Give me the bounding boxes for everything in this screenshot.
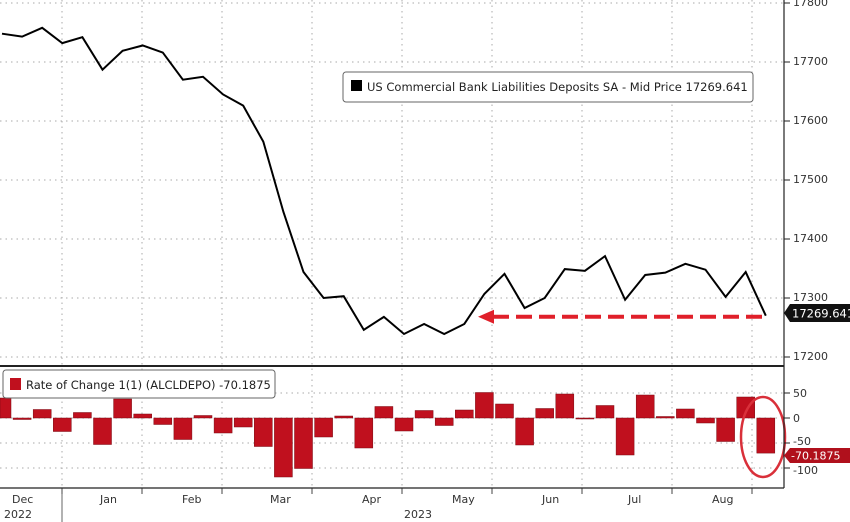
roc-bar [133,413,152,419]
roc-bar [173,417,193,440]
roc-bar [274,417,293,478]
year-label: 2023 [404,508,432,521]
upper-panel [1,26,767,336]
roc-bar [696,417,715,424]
arrow-head [478,309,494,324]
roc-bar [756,417,776,454]
roc-bar [414,410,434,419]
roc-bar [213,417,233,434]
roc-bar [73,412,92,419]
roc-bar [515,417,534,446]
x-tick-label: Jan [99,493,117,506]
roc-bar [153,417,173,425]
x-tick-label: Mar [270,493,291,506]
roc-bar [615,417,635,456]
roc-bar [495,403,514,419]
x-tick-label: Dec [12,493,33,506]
y-tick-label: 0 [793,412,800,425]
upper-last-value: 17269.641 [792,307,850,321]
legend-swatch [351,80,362,91]
lower-panel [0,392,787,479]
roc-bar [53,417,72,432]
roc-bar [314,417,333,438]
roc-bar [193,415,213,419]
upper-legend: US Commercial Bank Liabilities Deposits … [342,71,754,103]
x-tick-label: May [452,493,475,506]
y-tick-label: 17400 [793,232,828,245]
lower-last-value: -70.1875 [791,450,840,463]
y-tick-label: 50 [793,387,807,400]
year-label: 2022 [4,508,32,521]
roc-bar [656,416,675,419]
lower-legend: Rate of Change 1(1) (ALCLDEPO) -70.1875 [2,369,276,399]
roc-bar [535,408,554,419]
roc-bar [334,415,353,419]
x-tick-label: Apr [362,493,382,506]
y-tick-label: 17500 [793,173,828,186]
roc-bar [32,409,52,419]
roc-bar [595,405,615,419]
roc-bar [716,417,735,442]
y-tick-label: -100 [793,464,818,477]
roc-bar [113,398,132,419]
axes: 17200 17300 17400 17500 17600 17700 17800 -100 -… [0,0,828,522]
roc-bar [12,417,32,420]
y-tick-label: 17700 [793,55,828,68]
y-tick-label: 17300 [793,291,828,304]
lower-legend-text: Rate of Change 1(1) (ALCLDEPO) -70.1875 [26,378,271,392]
legend-swatch [10,378,21,390]
roc-bar [736,396,755,419]
y-tick-label: 17800 [793,0,828,9]
x-tick-label: Aug [712,493,733,506]
roc-bar [555,393,575,419]
y-tick-label: 17600 [793,114,828,127]
lower-last-value-label: -70.1875 [784,448,850,463]
y-tick-label: 17200 [793,350,828,363]
roc-bar [294,417,313,469]
roc-bar [233,417,253,428]
x-tick-label: Jul [627,493,641,506]
x-tick-label: Feb [182,493,201,506]
roc-bar [575,417,595,420]
roc-bar [0,397,12,419]
roc-bar [354,417,374,449]
y-tick-label: -50 [793,435,811,448]
roc-bar [374,406,394,419]
upper-last-value-label: 17269.641 [784,304,850,322]
roc-bar [434,417,454,426]
x-tick-label: Jun [541,493,559,506]
roc-bar [676,408,695,419]
roc-bar [254,417,273,447]
roc-bar [635,394,655,419]
highlight-circle [739,395,787,479]
deposits-line [1,26,767,336]
upper-legend-text: US Commercial Bank Liabilities Deposits … [367,80,748,94]
roc-bar [455,409,474,419]
roc-bar [93,417,112,445]
roc-bar [475,392,494,419]
roc-bar [394,417,414,432]
